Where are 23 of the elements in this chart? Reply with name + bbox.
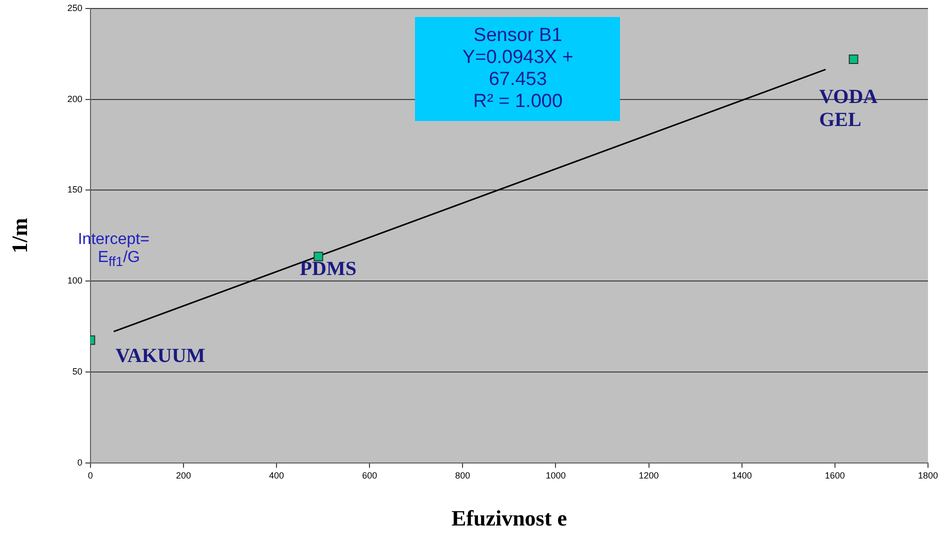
y-tick-label: 0: [77, 457, 82, 468]
y-axis-title: 1/m: [6, 218, 32, 254]
x-tick-label: 1000: [546, 470, 566, 481]
x-tick-label: 600: [362, 470, 378, 481]
x-tick-label: 1800: [918, 470, 938, 481]
x-tick-label: 400: [269, 470, 284, 481]
y-tick-label: 200: [67, 94, 82, 104]
y-tick-label: 150: [67, 184, 82, 195]
x-tick-label: 1200: [638, 470, 659, 481]
y-tick-label: 250: [67, 2, 82, 13]
x-axis-title: Efuzivnost e: [451, 505, 568, 530]
y-tick-label: 50: [72, 366, 82, 376]
annotation: VAKUUM: [116, 344, 206, 368]
x-tick-label: 1400: [732, 470, 752, 481]
annotation: PDMS: [300, 258, 356, 282]
x-tick-label: 800: [455, 470, 470, 481]
point: [848, 54, 858, 64]
x-tick-label: 0: [88, 470, 93, 481]
text-box: Sensor B1 Y=0.0943X + 67.453 R² = 1.000: [415, 17, 620, 122]
point: [314, 252, 324, 262]
y-tick-label: 100: [67, 276, 82, 286]
x-tick-label: 1600: [824, 470, 845, 481]
x-tick-label: 200: [176, 470, 191, 481]
